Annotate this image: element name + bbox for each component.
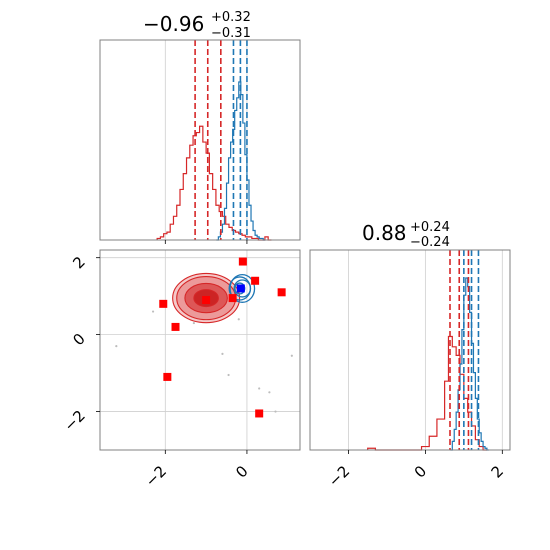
tick-label-bl-x: 0	[232, 462, 251, 481]
title-p2-plus: +0.24	[410, 220, 450, 235]
marker-red	[163, 372, 172, 381]
frame-top-left	[99, 39, 301, 241]
tick-label-br-x: 0	[411, 462, 430, 481]
marker-red	[251, 276, 260, 285]
tick-label-bl-y: 2	[69, 253, 88, 272]
title-p2: 0.88 +0.24 −0.24	[362, 220, 450, 250]
faint-point	[115, 345, 118, 348]
panel-hist-p2	[309, 249, 511, 451]
faint-point	[192, 321, 195, 325]
faint-point	[151, 310, 155, 313]
tick-label-bl-y: −2	[60, 407, 88, 435]
tick-labels: −2 0 2 0 −2 −2 0 2	[60, 240, 507, 490]
panel-hist-p1	[99, 39, 301, 241]
marker-blue	[236, 284, 245, 293]
faint-point	[258, 387, 261, 390]
faint-point	[221, 352, 224, 355]
faint-point	[237, 318, 240, 321]
hist-p2-blue	[450, 277, 489, 451]
title-p2-median: 0.88	[362, 221, 407, 245]
tick-label-br-x: 2	[488, 462, 507, 481]
tick-label-bl-y: 0	[69, 330, 88, 349]
marker-red	[228, 294, 237, 303]
frame-bottom-left	[99, 249, 301, 451]
faint-point	[268, 391, 271, 394]
contour-blue-2	[228, 276, 252, 301]
marker-red	[159, 299, 168, 308]
marker-red	[255, 409, 264, 418]
title-p2-minus: −0.24	[410, 235, 450, 250]
tick-label-br-x: −2	[325, 462, 353, 490]
tick-label-bl-x: −2	[142, 462, 170, 490]
faint-point	[290, 354, 293, 357]
marker-red	[171, 322, 180, 331]
title-p1: −0.96 +0.32 −0.31	[143, 10, 251, 41]
faint-point	[274, 410, 277, 413]
panel-scatter-p1-p2	[99, 249, 301, 451]
marker-red	[277, 288, 286, 297]
title-p1-plus: +0.32	[211, 10, 251, 25]
title-p1-median: −0.96	[143, 12, 204, 36]
marker-red	[238, 257, 247, 266]
frame-bottom-right	[309, 249, 511, 451]
faint-point	[227, 373, 230, 377]
contour-blue-3	[229, 273, 256, 303]
hist-p1-red	[156, 125, 272, 241]
marker-red	[202, 296, 211, 304]
title-p1-minus: −0.31	[211, 26, 251, 41]
